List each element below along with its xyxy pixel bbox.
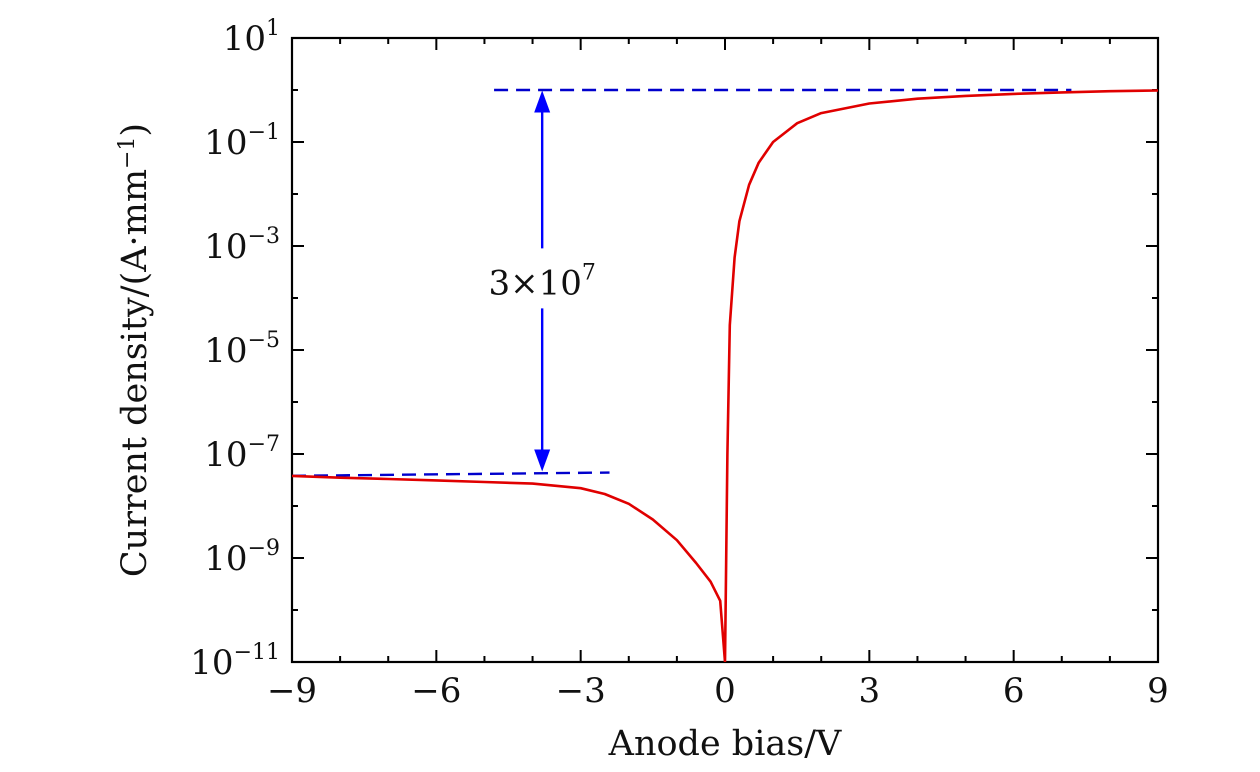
reference-lines (292, 88, 1072, 478)
y-tick-exponent: −3 (248, 224, 280, 249)
y-tick-base: 10 (204, 227, 247, 267)
x-tick-label: −9 (267, 671, 317, 711)
arrow-head-down (534, 449, 551, 472)
x-tick-label: 3 (859, 671, 881, 711)
arrow-layer (534, 90, 551, 472)
y-tick-label: 10−11 (190, 640, 280, 683)
x-tick-label: −6 (411, 671, 461, 711)
x-tick-labels: −9 −6 −3 0 3 6 9 (267, 671, 1169, 711)
y-axis-title-main: Current density/(A·mm (115, 169, 155, 577)
y-tick-label: 10−9 (204, 536, 280, 579)
ratio-annotation-base: 3×10 (488, 263, 581, 303)
ratio-annotation-exponent: 7 (582, 260, 596, 285)
y-tick-base: 10 (204, 331, 247, 371)
y-tick-exponent: 1 (266, 16, 280, 41)
y-tick-exponent: −5 (248, 328, 280, 353)
y-tick-label: 10−3 (204, 224, 280, 267)
reference-line (292, 471, 610, 478)
series-layer (292, 89, 1158, 662)
y-tick-exponent: −9 (248, 536, 280, 561)
annotation-layer: 3×107 (488, 260, 595, 303)
y-tick-exponent: −7 (248, 432, 280, 457)
y-axis-title: Current density/(A·mm−1) (115, 123, 156, 577)
x-axis-title: Anode bias/V (608, 724, 842, 764)
y-tick-label: 10−1 (204, 120, 280, 163)
y-tick-base: 10 (204, 435, 247, 475)
y-tick-base: 10 (204, 539, 247, 579)
x-tick-label: 9 (1147, 671, 1169, 711)
y-tick-label: 10−7 (204, 432, 280, 475)
axis-ticks (291, 37, 1159, 663)
x-tick-label: 6 (1003, 671, 1025, 711)
arrow-head-up (534, 90, 551, 113)
series-line (292, 89, 1158, 662)
x-tick-label: −3 (556, 671, 606, 711)
y-tick-exponent: −1 (248, 120, 280, 145)
y-tick-base: 10 (190, 643, 233, 683)
y-tick-base: 10 (204, 123, 247, 163)
y-axis-title-exponent: −1 (115, 137, 140, 169)
y-tick-label: 101 (223, 16, 280, 59)
ratio-annotation: 3×107 (488, 260, 595, 303)
y-tick-label: 10−5 (204, 328, 280, 371)
y-tick-base: 10 (223, 19, 266, 59)
y-axis-title-close: ) (115, 123, 155, 137)
y-tick-exponent: −11 (234, 640, 280, 665)
x-tick-label: 0 (714, 671, 736, 711)
